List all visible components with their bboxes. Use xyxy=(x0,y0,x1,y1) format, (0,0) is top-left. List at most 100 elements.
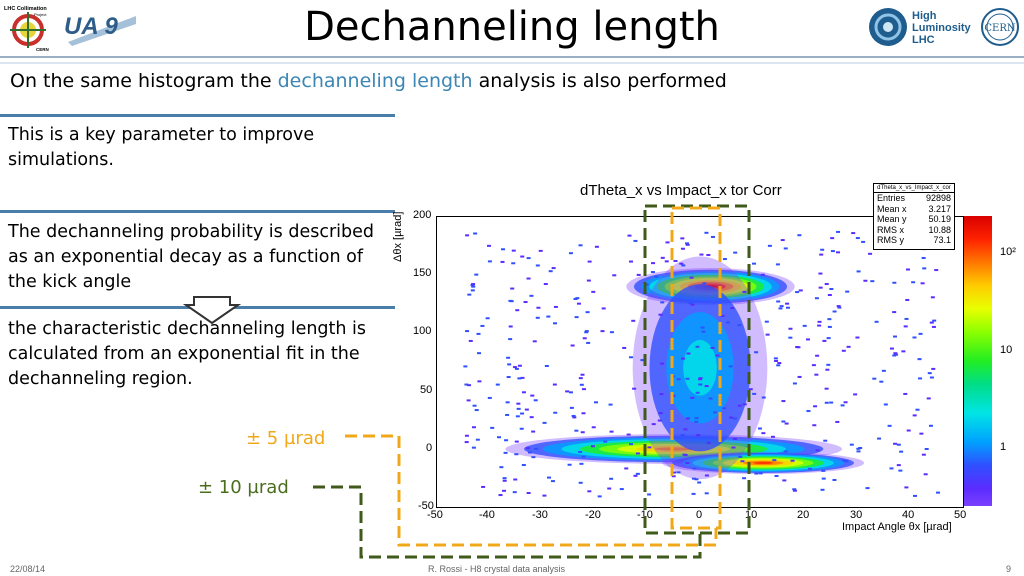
heatmap-sparse-bin xyxy=(515,415,520,418)
heatmap-sparse-bin xyxy=(695,391,700,394)
heatmap-sparse-bin xyxy=(525,447,530,450)
heatmap-sparse-bin xyxy=(903,392,908,395)
y-tick: -50 xyxy=(418,500,434,512)
heatmap-sparse-bin xyxy=(664,260,669,263)
heatmap-sparse-bin xyxy=(698,378,703,381)
heatmap-sparse-bin xyxy=(785,306,790,309)
heatmap-sparse-bin xyxy=(590,445,595,448)
heatmap-sparse-bin xyxy=(547,476,552,479)
heatmap-sparse-bin xyxy=(704,492,709,495)
heatmap-sparse-bin xyxy=(524,408,529,411)
heatmap-sparse-bin xyxy=(934,269,939,272)
heatmap-sparse-bin xyxy=(607,487,612,490)
heatmap-sparse-bin xyxy=(680,434,685,437)
heatmap-sparse-bin xyxy=(515,309,520,312)
heatmap-sparse-bin xyxy=(584,331,589,334)
heatmap-sparse-bin xyxy=(658,313,663,316)
heatmap-sparse-bin xyxy=(827,325,832,328)
heatmap-sparse-bin xyxy=(917,358,922,361)
heatmap-sparse-bin xyxy=(883,403,888,406)
svg-text:Luminosity: Luminosity xyxy=(912,22,972,34)
heatmap-sparse-bin xyxy=(503,451,508,454)
heatmap-sparse-bin xyxy=(553,322,558,325)
heatmap-sparse-bin xyxy=(690,396,695,399)
heatmap-sparse-bin xyxy=(487,244,492,247)
heatmap-sparse-bin xyxy=(830,250,835,253)
heatmap-sparse-bin xyxy=(471,283,476,286)
svg-text:CERN: CERN xyxy=(984,23,1015,34)
heatmap-sparse-bin xyxy=(517,377,522,380)
heatmap-sparse-bin xyxy=(629,443,634,446)
heatmap-sparse-bin xyxy=(520,412,525,415)
footer-date: 22/08/14 xyxy=(10,564,46,574)
heatmap-sparse-bin xyxy=(889,347,894,350)
heatmap-sparse-bin xyxy=(467,293,472,296)
heatmap-sparse-bin xyxy=(713,411,718,414)
x-axis-label: Impact Angle θx [µrad] xyxy=(842,521,952,533)
heatmap-sparse-bin xyxy=(722,258,727,261)
heatmap-sparse-bin xyxy=(633,474,638,477)
heatmap-sparse-bin xyxy=(603,440,608,443)
heatmap-sparse-bin xyxy=(520,376,525,379)
y-tick: 0 xyxy=(426,442,433,454)
stats-row: Entries 92898 xyxy=(877,193,951,203)
heatmap-sparse-bin xyxy=(792,382,797,385)
heatmap-sparse-bin xyxy=(840,404,845,407)
heatmap-sparse-bin xyxy=(781,400,786,403)
heatmap-sparse-bin xyxy=(569,406,574,409)
heatmap-sparse-bin xyxy=(578,244,583,247)
heatmap-sparse-bin xyxy=(650,271,655,274)
stats-row: RMS x 10.88 xyxy=(877,224,951,235)
heatmap-sparse-bin xyxy=(685,417,690,420)
heatmap-sparse-bin xyxy=(481,485,486,488)
highlight-term: dechanneling length xyxy=(277,70,473,92)
heatmap-sparse-bin xyxy=(913,494,918,497)
heatmap-sparse-bin xyxy=(530,394,535,397)
page-title: Dechanneling length xyxy=(304,4,720,50)
x-tick: 0 xyxy=(696,509,703,521)
heatmap-sparse-bin xyxy=(896,443,901,446)
heatmap-sparse-bin xyxy=(584,330,589,333)
heatmap-sparse-bin xyxy=(772,459,777,462)
heatmap-sparse-bin xyxy=(853,393,858,396)
svg-text:UA 9: UA 9 xyxy=(64,13,118,40)
heatmap-sparse-bin xyxy=(477,380,482,383)
heatmap-sparse-bin xyxy=(737,324,742,327)
heatmap-sparse-bin xyxy=(760,273,765,276)
footer-page-number: 9 xyxy=(1006,564,1012,574)
heatmap-sparse-bin xyxy=(814,373,819,376)
heatmap-sparse-bin xyxy=(826,363,831,366)
heatmap-sparse-bin xyxy=(487,260,492,263)
heatmap-sparse-bin xyxy=(923,473,928,476)
heatmap-sparse-bin xyxy=(690,303,695,306)
heatmap-sparse-bin xyxy=(837,306,842,309)
heatmap-sparse-bin xyxy=(889,467,894,470)
heatmap-sparse-bin xyxy=(776,300,781,303)
paragraph-dechanneling-probability: The dechanneling probability is describe… xyxy=(8,222,374,292)
heatmap-sparse-bin xyxy=(505,401,510,404)
heatmap-sparse-bin xyxy=(626,433,631,436)
heatmap-sparse-bin xyxy=(504,439,509,442)
heatmap-sparse-bin xyxy=(514,440,519,443)
heatmap-sparse-bin xyxy=(710,346,715,349)
heatmap-sparse-bin xyxy=(757,427,762,430)
heatmap-sparse-bin xyxy=(811,364,816,367)
heatmap-sparse-bin xyxy=(901,350,906,353)
heatmap-sparse-bin xyxy=(921,257,926,260)
heatmap-sparse-bin xyxy=(706,253,711,256)
heatmap-sparse-bin xyxy=(767,244,772,247)
ua9-logo: UA 9 xyxy=(58,6,138,50)
heatmap-sparse-bin xyxy=(896,464,901,467)
heatmap-sparse-bin xyxy=(761,432,766,435)
heatmap-sparse-bin xyxy=(521,391,526,394)
slide-subtitle: On the same histogram the dechanneling l… xyxy=(10,70,727,92)
heatmap-sparse-bin xyxy=(761,396,766,399)
heatmap-sparse-bin xyxy=(636,273,641,276)
heatmap-sparse-bin xyxy=(706,441,711,444)
heatmap-sparse-bin xyxy=(688,301,693,304)
heatmap-sparse-bin xyxy=(464,434,469,437)
heatmap-sparse-bin xyxy=(635,452,640,455)
heatmap-sparse-bin xyxy=(778,307,783,310)
stats-row: Mean x 3.217 xyxy=(877,203,951,214)
